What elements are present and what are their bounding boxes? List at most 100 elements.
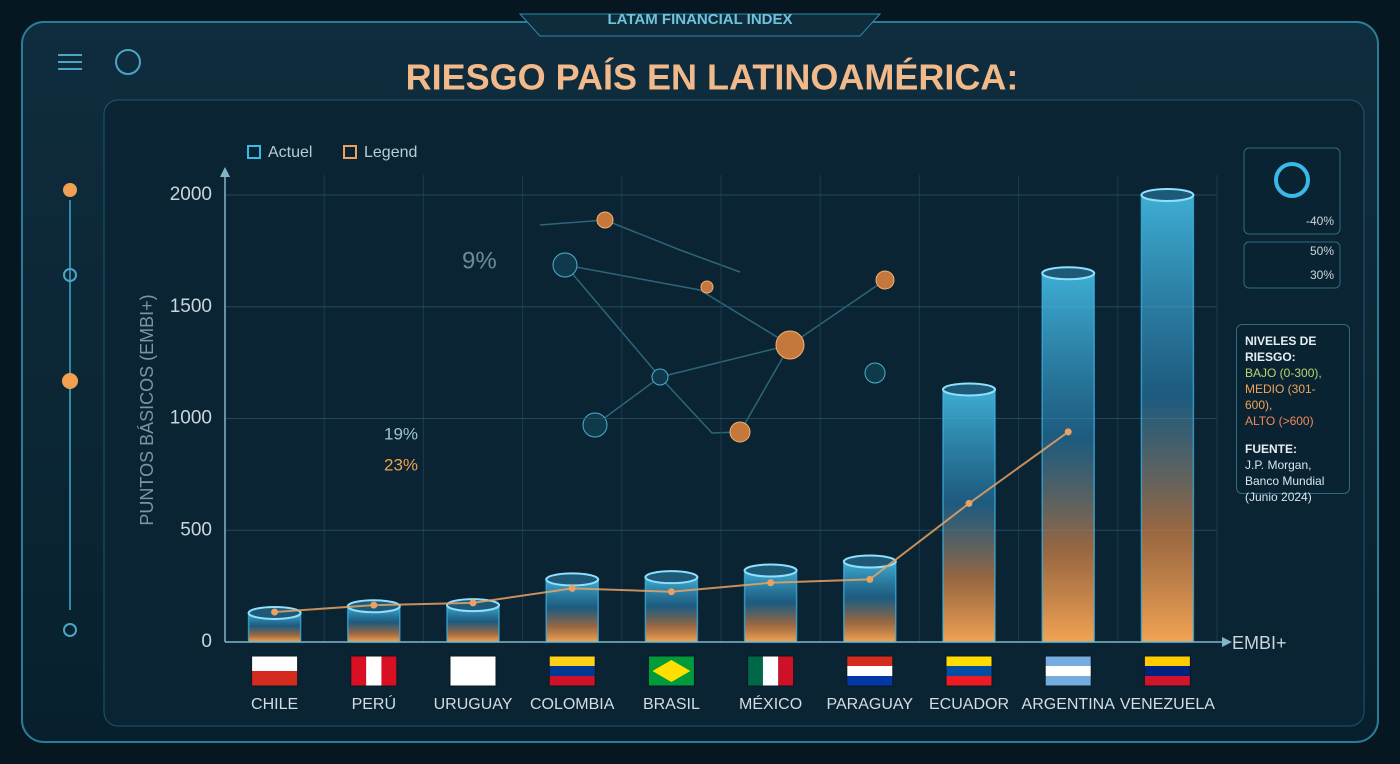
flag-stripe bbox=[652, 660, 691, 682]
y-axis-arrow bbox=[220, 167, 230, 177]
risk-level: MEDIO (301-600), bbox=[1245, 382, 1316, 412]
bar bbox=[843, 560, 897, 643]
panel-title: NIVELES DE RIESGO: bbox=[1245, 334, 1317, 364]
y-tick-label: 1500 bbox=[170, 296, 212, 317]
flag-stripe bbox=[1144, 656, 1191, 666]
x-tick-label: BRASIL bbox=[643, 696, 700, 713]
legend-label: Legend bbox=[364, 144, 417, 161]
menu-icon bbox=[58, 54, 82, 70]
flag-stripe bbox=[350, 656, 367, 686]
x-tick-label: PARAGUAY bbox=[827, 696, 914, 713]
trend-point bbox=[767, 579, 775, 587]
bar bbox=[644, 576, 699, 643]
flag-stripe bbox=[251, 671, 298, 686]
flag-border bbox=[945, 655, 993, 687]
bar-cap bbox=[842, 554, 897, 569]
x-axis-label: EMBI+ bbox=[1232, 633, 1287, 653]
y-tick-label: 0 bbox=[201, 631, 212, 652]
y-tick-label: 1000 bbox=[170, 408, 212, 429]
flag-stripe bbox=[846, 656, 893, 666]
flag-stripe bbox=[1045, 666, 1092, 676]
rail-dot bbox=[63, 623, 77, 637]
flag-stripe bbox=[946, 656, 992, 666]
x-tick-label: MÉXICO bbox=[739, 694, 802, 713]
flag-stripe bbox=[762, 656, 779, 686]
bar-cap bbox=[942, 382, 996, 397]
bar-cap bbox=[644, 570, 699, 585]
bar-cap bbox=[1140, 188, 1195, 202]
bar bbox=[1041, 272, 1095, 643]
y-tick-label: 2000 bbox=[170, 184, 212, 205]
source: J.P. Morgan, Banco Mundial (Junio 2024) bbox=[1245, 458, 1325, 504]
flag-stripe bbox=[1045, 676, 1092, 686]
x-tick-label: ARGENTINA bbox=[1022, 696, 1116, 713]
annotation: 50% bbox=[1310, 244, 1334, 258]
bar bbox=[1140, 194, 1195, 643]
bar-cap bbox=[545, 572, 600, 587]
annotation: -40% bbox=[1306, 214, 1334, 228]
y-tick-label: 500 bbox=[180, 519, 212, 540]
x-tick-label: ECUADOR bbox=[929, 696, 1009, 713]
risk-level: ALTO (>600) bbox=[1245, 414, 1314, 428]
flag-stripe bbox=[381, 656, 397, 686]
bar bbox=[942, 388, 996, 643]
x-tick-label: PERÚ bbox=[352, 694, 396, 713]
header-tab bbox=[518, 13, 882, 37]
flag-border bbox=[846, 655, 894, 687]
trend-point bbox=[667, 588, 675, 596]
flag-stripe bbox=[778, 656, 794, 686]
flag-stripe bbox=[549, 666, 596, 676]
stat-card bbox=[1243, 147, 1341, 235]
flag-border bbox=[350, 655, 398, 687]
flag-stripe bbox=[1144, 666, 1191, 676]
rail-dot bbox=[62, 373, 78, 389]
trend-point bbox=[568, 584, 576, 592]
header: LATAM FINANCIAL INDEX bbox=[608, 11, 793, 28]
chart-title: RIESGO PAÍS EN LATINOAMÉRICA: bbox=[406, 57, 1019, 98]
trend-point bbox=[370, 601, 378, 609]
flag-border bbox=[747, 655, 795, 687]
flag-stripe bbox=[1144, 676, 1191, 686]
annotation: 9% bbox=[462, 247, 497, 274]
x-tick-label: CHILE bbox=[251, 696, 298, 713]
annotation: 19% bbox=[384, 424, 418, 443]
rail-dot bbox=[63, 183, 77, 197]
flag-stripe bbox=[846, 666, 893, 676]
source-title: FUENTE: bbox=[1245, 442, 1297, 456]
flag-border bbox=[548, 655, 596, 687]
bar-cap bbox=[743, 563, 798, 578]
flag-border bbox=[647, 655, 695, 687]
annotation: 30% bbox=[1310, 268, 1334, 282]
risk-panel: NIVELES DE RIESGO: BAJO (0-300), MEDIO (… bbox=[1236, 324, 1350, 504]
trend-point bbox=[965, 499, 973, 507]
flag-border bbox=[1044, 655, 1092, 687]
annotation: 23% bbox=[384, 455, 418, 474]
flag-border bbox=[449, 655, 497, 687]
flag-stripe bbox=[747, 656, 763, 686]
flag-stripe bbox=[549, 676, 596, 686]
trend-point bbox=[469, 599, 477, 607]
x-tick-label: URUGUAY bbox=[434, 696, 513, 713]
bar-cap bbox=[1041, 266, 1096, 281]
trend-point bbox=[271, 608, 279, 616]
flag-stripe bbox=[1045, 656, 1092, 666]
x-axis-arrow bbox=[1222, 637, 1232, 647]
dollar-icon bbox=[115, 49, 141, 75]
flag-stripe bbox=[366, 656, 382, 686]
x-tick-label: COLOMBIA bbox=[530, 696, 615, 713]
flag-stripe bbox=[846, 676, 893, 686]
rail-dot bbox=[63, 268, 77, 282]
flag-stripe bbox=[946, 676, 992, 686]
flag-stripe bbox=[450, 656, 496, 686]
flag-stripe bbox=[251, 656, 298, 671]
stat-card bbox=[1243, 241, 1341, 289]
legend-label: Actuel bbox=[268, 144, 312, 161]
flag-border bbox=[251, 655, 299, 687]
y-axis-label: PUNTOS BÁSICOS (EMBI+) bbox=[137, 294, 157, 525]
map-nodes bbox=[596, 211, 895, 443]
trend-point bbox=[866, 575, 874, 583]
x-tick-label: VENEZUELA bbox=[1120, 696, 1215, 713]
donut-icon bbox=[1274, 162, 1310, 198]
